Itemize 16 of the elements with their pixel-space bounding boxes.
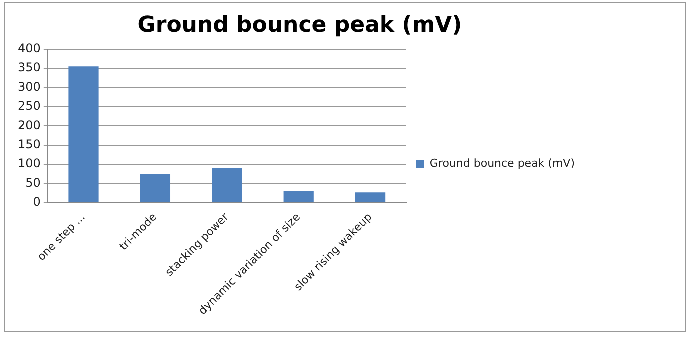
y-tick-label: 300 xyxy=(18,80,41,94)
y-tick-label: 0 xyxy=(33,195,41,210)
legend-label: Ground bounce peak (mV) xyxy=(430,156,576,170)
chart-title: Ground bounce peak (mV) xyxy=(138,12,462,38)
y-tick-label: 50 xyxy=(26,176,41,190)
bar xyxy=(212,168,242,203)
bar xyxy=(140,174,171,203)
bar xyxy=(284,192,314,203)
y-tick-label: 250 xyxy=(18,99,41,114)
y-tick-label: 200 xyxy=(18,118,41,132)
y-tick-label: 150 xyxy=(18,138,41,152)
y-tick-label: 350 xyxy=(18,60,41,75)
y-tick-label: 100 xyxy=(18,156,41,171)
y-tick-label: 400 xyxy=(18,42,41,56)
bar xyxy=(68,66,99,203)
bar xyxy=(355,192,386,203)
